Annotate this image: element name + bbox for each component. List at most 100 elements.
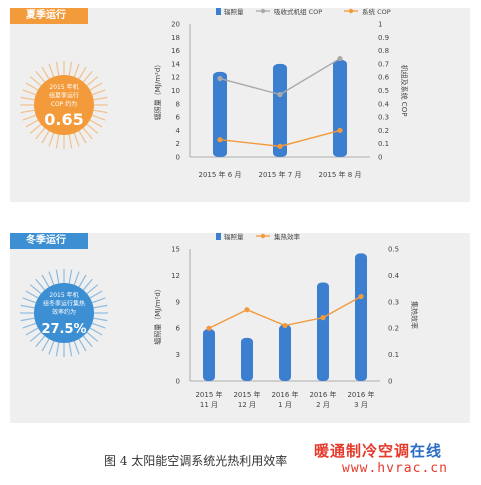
y-tick-label: 0	[176, 154, 180, 162]
badge-ray	[55, 134, 60, 149]
y2-tick-label: 0.8	[378, 47, 389, 55]
badge-ray	[25, 327, 39, 336]
badge-ray	[29, 284, 42, 295]
badge-ray	[68, 61, 73, 76]
y2-tick-label: 0.4	[378, 100, 390, 108]
badge-ray	[68, 269, 73, 284]
series-point	[277, 91, 283, 98]
badge-ray	[29, 76, 42, 87]
badge-ray	[86, 284, 99, 295]
badge-ray	[35, 127, 46, 140]
y2-tick-label: 0.2	[378, 127, 389, 135]
x-tick-label: 2015 年 7 月	[259, 170, 302, 179]
badge-ray	[22, 297, 37, 304]
legend-swatch-bar	[216, 8, 221, 15]
series-point	[358, 293, 364, 300]
series-point	[244, 307, 250, 313]
badge-ray	[41, 274, 50, 288]
badge-ray	[55, 342, 60, 357]
y2-tick-label: 0.3	[388, 298, 399, 306]
badge-ray	[89, 82, 103, 91]
y2-tick-label: 0.7	[378, 60, 389, 68]
badge-value: 0.65	[44, 110, 83, 129]
badge-circle	[34, 75, 94, 135]
badge-ray	[89, 327, 103, 336]
badge-ray	[91, 322, 106, 329]
badge-line: 2015 年机	[49, 83, 78, 91]
badge-ray	[73, 63, 80, 78]
badge-ray	[25, 290, 39, 299]
x-tick-label: 3 月	[354, 401, 368, 409]
summer-panel: 夏季运行 2015 年机 组夏季运行 COP 约为 0.65 0 2 4 6 8 10 12 14 16…	[10, 8, 470, 202]
x-tick-label: 2015 年 8 月	[319, 170, 362, 179]
watermark-brand: 暖通制冷空调	[314, 442, 411, 460]
badge-ray	[86, 76, 99, 87]
bar	[279, 324, 291, 381]
badge-ray	[35, 278, 46, 291]
y-tick-label: 12	[171, 272, 180, 280]
badge-ray	[48, 63, 55, 78]
y-tick-label: 2	[176, 140, 180, 148]
badge-ray	[22, 114, 37, 121]
x-tick-label: 1 月	[278, 401, 292, 409]
badge-line: 组冬季运行集热	[43, 300, 85, 308]
badge-ray	[20, 317, 35, 322]
badge-ray	[20, 109, 35, 114]
badge-ray	[48, 132, 55, 147]
y2-tick-label: 0	[378, 154, 382, 162]
legend-label: 吸收式机组 COP	[274, 8, 322, 16]
y-tick-label: 6	[176, 325, 181, 333]
x-tick-label: 2 月	[316, 401, 330, 409]
badge-circle	[34, 283, 94, 343]
badge-line: COP 约为	[51, 100, 77, 108]
badge-ray	[91, 89, 106, 96]
y2-tick-label: 0.1	[388, 351, 399, 359]
y2-tick-label: 0.6	[378, 74, 390, 82]
badge-ray	[86, 331, 99, 342]
series-point	[277, 143, 283, 149]
badge-ray	[55, 61, 60, 76]
badge-value: 27.5%	[41, 322, 86, 337]
badge-ray	[35, 70, 46, 83]
bar	[355, 253, 367, 381]
y-axis-title: 辐照量（MJ/m²d）	[153, 61, 162, 121]
badge-ray	[20, 96, 35, 101]
y2-tick-label: 0.2	[388, 325, 399, 333]
y2-tick-label: 0.9	[378, 34, 389, 42]
badge-line: 2015 年机	[49, 291, 78, 299]
badge-ray	[82, 70, 93, 83]
winter-panel: 冬季运行 2015 年机 组冬季运行集热 效率约为 27.5% 0 3 6 9 12 15 0 0.1…	[10, 233, 470, 423]
legend-label: 辐照量	[224, 233, 244, 241]
badge-ray	[78, 338, 87, 352]
badge-ray	[78, 274, 87, 288]
badge-ray	[82, 278, 93, 291]
bar	[333, 59, 347, 157]
bar	[203, 329, 215, 381]
badge-ray	[25, 119, 39, 128]
badge-ray	[78, 66, 87, 80]
badge-ray	[68, 134, 73, 149]
badge-ray	[73, 340, 80, 355]
badge-ray	[20, 304, 35, 309]
y2-tick-label: 0	[388, 378, 392, 386]
x-tick-label: 2015 年	[195, 390, 222, 399]
y2-tick-label: 0.4	[388, 272, 400, 280]
x-tick-label: 2016 年	[309, 390, 336, 399]
watermark-tail: 在线	[410, 442, 443, 460]
legend-swatch-point	[348, 8, 354, 14]
badge-ray	[29, 123, 42, 134]
series-point	[282, 322, 288, 329]
badge-ray	[89, 119, 103, 128]
badge-line: 组夏季运行	[49, 92, 79, 100]
x-tick-label: 12 月	[238, 401, 256, 409]
badge-ray	[78, 130, 87, 144]
y-tick-label: 6	[176, 114, 181, 122]
y-tick-label: 8	[176, 100, 180, 108]
y-tick-label: 3	[176, 351, 180, 359]
badge-ray	[91, 297, 106, 304]
y-tick-label: 15	[171, 246, 180, 254]
badge-line: 效率约为	[52, 308, 76, 316]
series-point	[337, 127, 343, 133]
